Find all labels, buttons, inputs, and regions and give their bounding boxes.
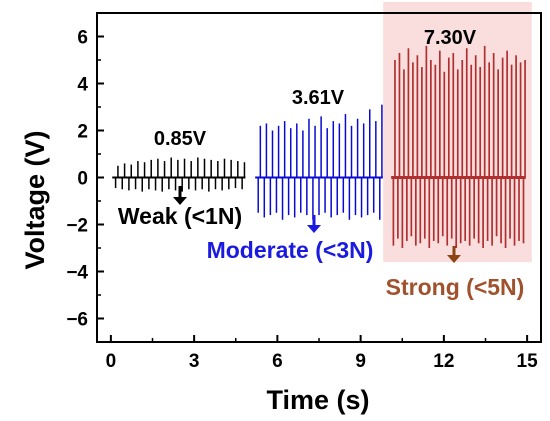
x-tick-label: 0 [106,351,117,372]
y-tick-label: 4 [77,75,88,96]
weak-arrow-icon [173,186,187,205]
strong-force-label: Strong (<5N) [386,274,525,300]
y-tick-label: −2 [66,216,88,237]
y-tick-label: 0 [77,169,88,190]
x-axis-title: Time (s) [266,385,369,415]
x-tick-label: 9 [355,351,366,372]
y-tick-label: 6 [77,28,88,49]
series-2 [391,45,526,248]
y-tick-label: 2 [77,122,88,143]
strong-peak-label: 7.30V [424,27,477,49]
x-tick-label: 3 [189,351,200,372]
weak-force-label: Weak (<1N) [118,203,242,229]
weak-peak-label: 0.85V [154,128,207,150]
moderate-force-label: Moderate (<3N) [207,237,374,263]
y-tick-label: −6 [66,310,88,331]
moderate-arrow-icon [307,215,321,233]
y-axis-title: Voltage (V) [20,130,50,269]
series-0 [112,157,246,192]
series-1 [255,104,383,220]
x-tick-label: 12 [433,351,454,372]
y-tick-label: −4 [66,263,88,284]
x-tick-label: 15 [517,351,539,372]
moderate-peak-label: 3.61V [292,87,345,109]
strong-arrow-icon [447,246,461,263]
x-tick-label: 6 [272,351,283,372]
